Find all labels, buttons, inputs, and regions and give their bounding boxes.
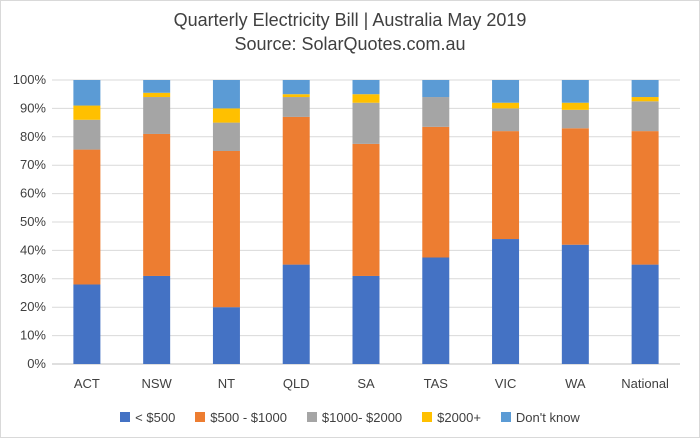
legend-swatch [306,412,317,422]
legend-item: $500 - $1000 [195,410,287,425]
bar-segment-sa-2 [352,102,380,144]
bar-segment-nt-4 [212,80,240,109]
legend-item: Don't know [500,409,580,425]
chart-legend: < $500 $500 - $1000 $1000- $2000 $2000+ Don'… [0,406,700,428]
legend-label: $2000+ [437,409,481,425]
legend-label: $1000- $2000 [321,409,403,425]
bar-segment-nsw-1 [143,133,171,276]
bar-segment-national-2 [631,101,659,132]
bar-segment-tas-0 [422,257,450,364]
bar-segment-vic-0 [492,239,520,364]
legend-label: Don't know [515,409,580,425]
bar-segment-sa-0 [352,275,380,364]
y-tick-label: 40% [20,242,46,257]
bar-segment-qld-2 [282,97,310,117]
bar-segment-nsw-3 [143,92,171,98]
bar-segment-act-0 [73,284,101,364]
y-tick-label: 100% [13,72,47,87]
bar-segment-nt-2 [212,122,240,151]
bar-segment-nt-3 [212,108,240,123]
bar-segment-vic-3 [492,102,520,109]
bar-segment-act-4 [73,80,101,106]
bar-segment-qld-3 [282,94,310,98]
x-category-label: SA [357,376,375,391]
bar-segment-national-3 [631,97,659,102]
bar-segment-nsw-2 [143,97,171,134]
bar-segment-tas-1 [422,126,450,258]
legend-swatch [422,412,433,422]
bar-segment-act-1 [73,149,101,285]
legend-item: $2000+ [422,410,481,425]
x-category-label: WA [565,376,586,391]
bar-segment-vic-2 [492,108,520,132]
y-tick-label: 30% [20,271,46,286]
x-category-label: National [621,376,669,391]
bar-segment-national-1 [631,131,659,265]
bar-segment-sa-3 [352,94,380,103]
bar-segment-act-3 [73,105,101,120]
x-category-label: NT [218,376,235,391]
bar-segment-wa-3 [561,102,589,110]
x-category-label: ACT [74,376,100,391]
legend-label: $500 - $1000 [210,409,287,425]
x-category-label: NSW [141,376,172,391]
bar-segment-tas-2 [422,97,450,127]
y-tick-label: 50% [20,214,46,229]
x-category-label: QLD [283,376,310,391]
bar-segment-wa-0 [561,244,589,364]
chart-title: Quarterly Electricity Bill | Australia M… [173,10,527,30]
y-tick-label: 90% [20,100,46,115]
bar-segment-national-0 [631,264,659,364]
legend-item: < $500 [120,410,175,425]
y-tick-label: 70% [20,157,46,172]
bar-segment-vic-4 [492,80,520,103]
chart-subtitle: Source: SolarQuotes.com.au [234,34,466,54]
bar-segment-act-2 [73,119,101,150]
bar-segment-vic-1 [492,131,520,240]
y-tick-label: 10% [20,328,46,343]
bar-segment-nsw-0 [143,275,171,364]
bar-segment-qld-0 [282,264,310,364]
legend-item: $1000- $2000 [306,409,403,425]
x-category-label: VIC [495,376,517,391]
bar-segment-nsw-4 [143,80,171,93]
y-tick-label: 80% [20,129,46,144]
y-tick-label: 0% [27,356,46,371]
y-tick-label: 20% [20,299,46,314]
bar-segment-nt-1 [212,151,240,308]
bar-segment-wa-4 [561,80,589,103]
bar-segment-national-4 [631,80,659,98]
bar-segment-sa-1 [352,143,380,276]
bar-segment-qld-4 [282,80,310,95]
bar-segment-wa-1 [561,128,589,245]
chart-title-block: Quarterly Electricity Bill | Australia M… [0,8,700,56]
bar-segment-wa-2 [561,109,589,129]
y-tick-label: 60% [20,186,46,201]
x-category-label: TAS [424,376,449,391]
legend-swatch [500,412,511,422]
bar-segment-tas-4 [422,80,450,98]
legend-swatch [195,412,206,422]
legend-swatch [120,412,131,422]
bar-segment-nt-0 [212,307,240,364]
bar-segment-sa-4 [352,80,380,95]
legend-label: < $500 [135,409,176,425]
bar-segment-qld-1 [282,116,310,265]
